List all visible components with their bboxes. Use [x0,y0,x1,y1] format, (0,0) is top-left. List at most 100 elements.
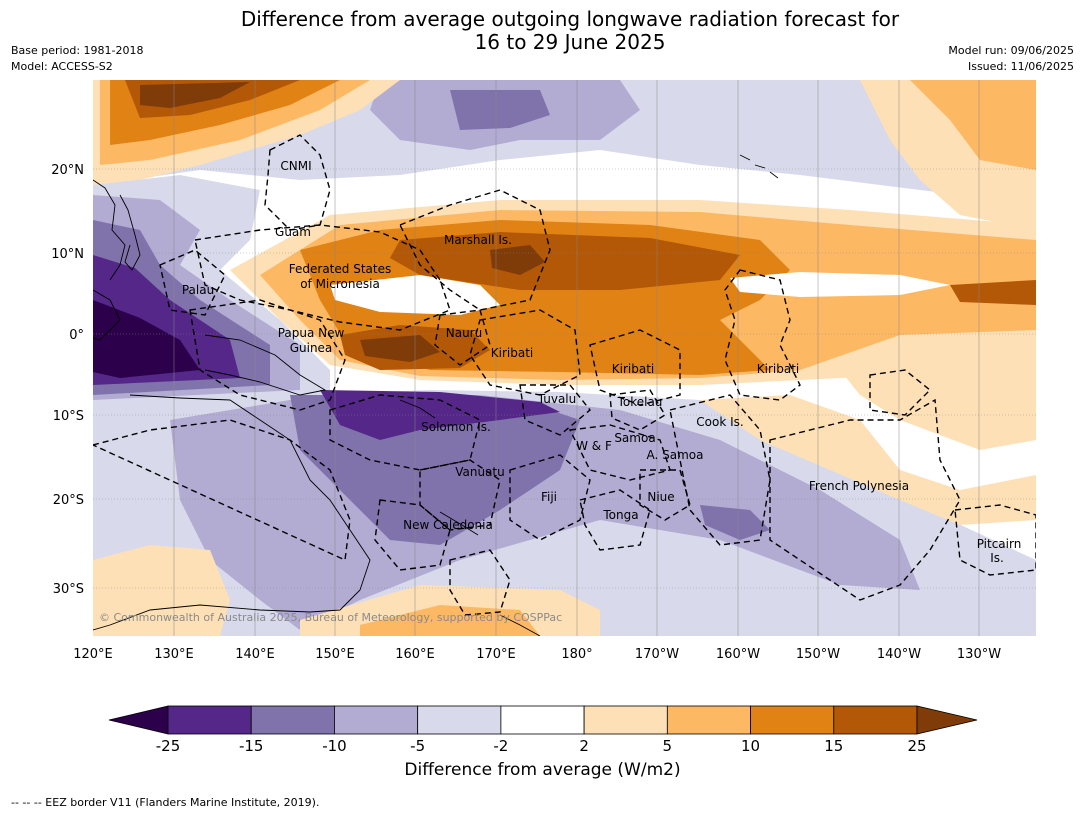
longitude-tick-label: 160°W [716,647,760,662]
region-label: Fiji [541,490,557,504]
region-label: Palau [182,283,214,297]
longitude-tick-label: 150°E [315,647,355,662]
region-label: CNMI [280,159,311,173]
region-label: W & F [576,439,612,453]
region-spcz-darkpurple [320,390,560,440]
colorbar-segment [583,705,668,735]
colorbar-tick-label: 5 [663,737,673,755]
region-north-medpurple [450,90,550,130]
colorbar-tick-label: 2 [579,737,589,755]
latitude-tick-label: 20°N [51,163,84,178]
colorbar-tick-label: -5 [410,737,425,755]
anomaly-field [93,80,1036,636]
model-run: Model run: 09/06/2025 [948,44,1074,57]
region-label: Kiribati [757,362,799,376]
eez-tonga [579,489,651,551]
colorbar-extend-min [108,705,169,735]
meta-right: Model run: 09/06/2025 Issued: 11/06/2025 [948,43,1074,75]
colorbar: -25 -15 -10 -5 -2 2 5 10 15 25 [108,705,978,755]
longitude-tick-label: 140°E [235,647,275,662]
coast-borneo [93,289,121,341]
region-label: Is. [990,551,1004,565]
region-ne-orange [910,80,1036,170]
colorbar-tick-label: -2 [493,737,508,755]
colorbar-segment [500,705,585,735]
region-label: Niue [647,490,674,504]
latitude-tick-label: 20°S [53,493,84,508]
coast-australia [93,394,371,631]
eez-palau [159,249,226,316]
latitude-tick-label: 10°N [51,247,84,262]
colorbar-extend-max [916,705,978,735]
region-label: Tokelau [617,395,663,409]
eez-kiribati-gilbert [469,309,581,396]
longitude-tick-label: 130°W [957,647,1001,662]
region-eq-darkbrown [490,245,545,275]
colorbar-tick-label: -25 [156,737,181,755]
colorbar-segment [417,705,502,735]
latitude-labels: 20°N 10°N 0° 10°S 20°S 30°S [51,163,84,597]
gridlines [93,80,1036,636]
region-label: Vanuatu [455,465,505,479]
region-label: Guam [275,225,311,239]
region-label: Kiribati [491,346,533,360]
colorbar-tick-label: 15 [824,737,843,755]
latitude-tick-label: 0° [69,328,84,343]
region-label: Tonga [602,508,638,522]
colorbar-segment [666,705,751,735]
region-sw-lightorange [93,545,230,636]
region-se-lightorange [700,395,1036,525]
colorbar-label: Difference from average (W/m2) [404,760,681,780]
longitude-tick-label: 140°W [877,647,921,662]
eez-marshall [399,189,551,311]
coast-nz [499,614,541,636]
longitude-tick-label: 160°E [395,647,435,662]
eez-new-caledonia [374,499,451,571]
colorbar-segment [334,705,419,735]
region-label: Cook Is. [696,415,743,429]
region-east-brown [950,280,1036,305]
region-label: Kiribati [612,362,654,376]
longitude-tick-label: 130°E [154,647,194,662]
colorbar-segment [250,705,335,735]
region-label: Solomon Is. [421,420,491,434]
colorbar-tick-label: -10 [322,737,347,755]
region-label: Pitcairn [977,537,1022,551]
eez-tokelau [609,389,666,431]
issued-date: Issued: 11/06/2025 [967,60,1074,73]
model-name: Model: ACCESS-S2 [11,60,113,73]
island-hawaii [739,154,779,179]
region-label: Marshall Is. [444,233,512,247]
eez-french-polynesia-north [869,369,932,416]
latitude-tick-label: 10°S [53,409,84,424]
colorbar-tick-label: 25 [907,737,926,755]
longitude-tick-label: 170°E [476,647,516,662]
meta-left: Base period: 1981-2018 Model: ACCESS-S2 [11,43,143,75]
eez-nz-kermadec [449,549,511,616]
hawaii-islands [739,154,779,179]
region-label: Papua New [278,326,345,340]
region-label: New Caledonia [403,518,493,532]
eez-footnote: -- -- -- EEZ border V11 (Flanders Marine… [11,796,320,809]
colorbar-tick-label: -15 [239,737,264,755]
longitude-tick-label: 170°W [635,647,679,662]
longitude-tick-label: 120°E [73,647,113,662]
colorbar-segment [750,705,835,735]
coastlines [93,179,541,636]
longitude-tick-label: 180° [561,647,592,662]
title-line-2: 16 to 29 June 2025 [474,30,666,54]
eez-australia-east [93,419,351,562]
base-period: Base period: 1981-2018 [11,44,144,57]
region-label: Samoa [614,431,655,445]
longitude-labels: 120°E 130°E 140°E 150°E 160°E 170°E 180° 170°W 1… [73,647,1001,662]
eez-borders [93,134,1036,616]
copyright-notice: © Commonwealth of Australia 2025, Bureau… [99,611,562,624]
region-east-lightorange [840,370,1036,450]
latitude-tick-label: 30°S [53,582,84,597]
coast-png [204,334,327,396]
eez-solomons [329,394,481,471]
region-label: Nauru [446,326,482,340]
coast-solomons [399,399,436,419]
coast-philippines [119,194,141,271]
